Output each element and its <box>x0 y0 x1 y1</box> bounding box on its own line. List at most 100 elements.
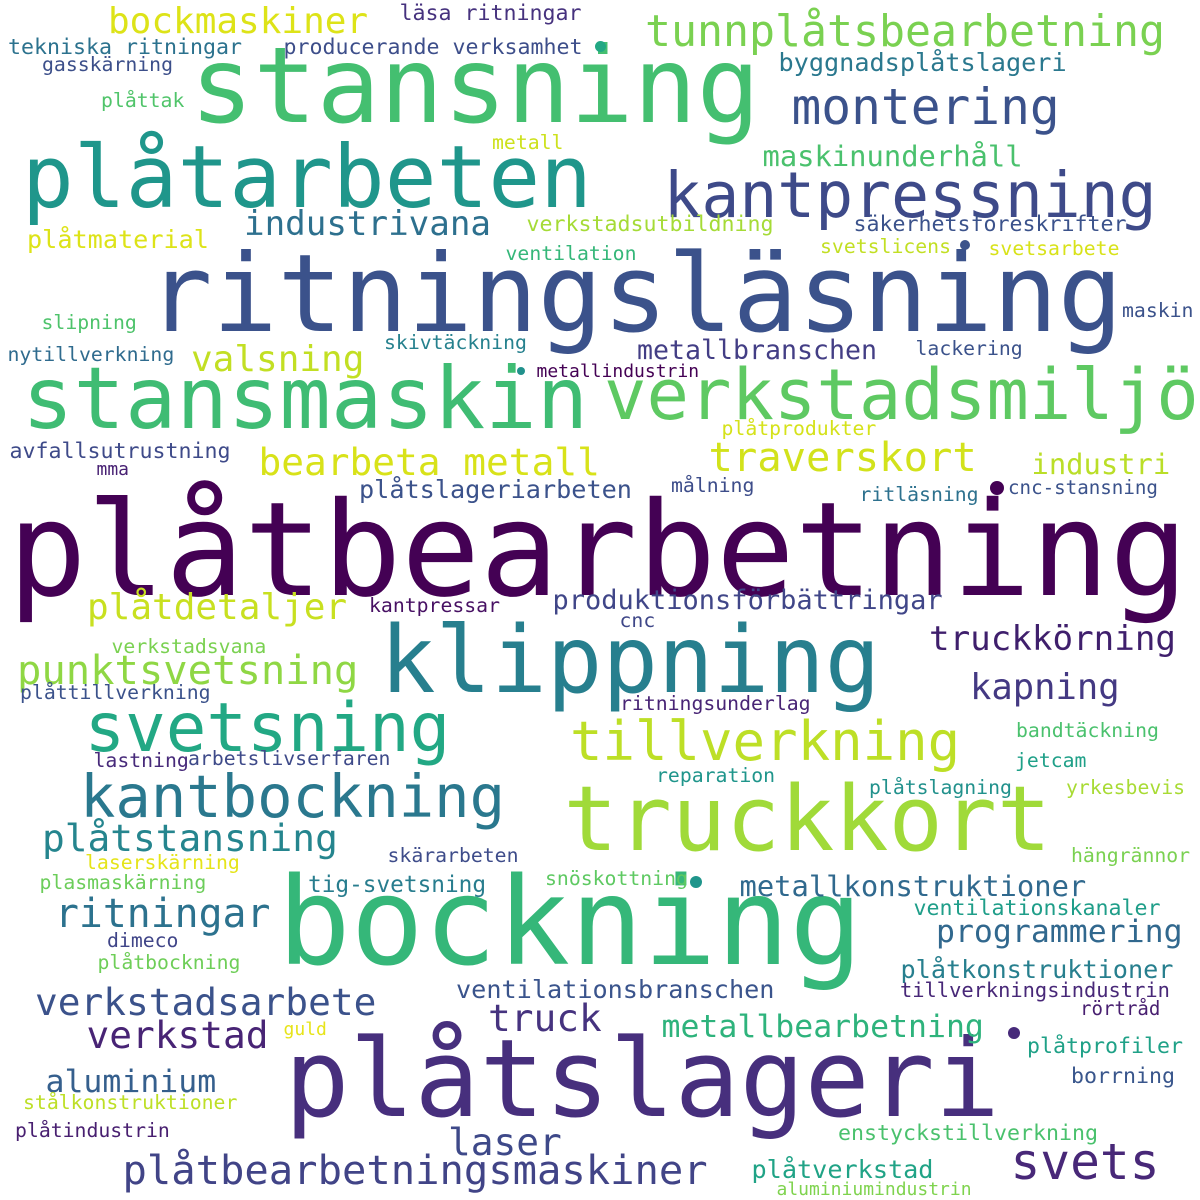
word: byggnadsplåtslageri <box>778 47 1067 77</box>
word: plåtdetaljer <box>87 587 348 628</box>
word: plåtkonstruktioner <box>900 954 1174 984</box>
word: tillverkning <box>570 710 961 773</box>
word: plasmaskärning <box>39 871 207 894</box>
word: plåtmaterial <box>27 224 209 254</box>
word: producerande verksamhet <box>283 35 583 60</box>
word: cnc <box>619 609 656 632</box>
word: verkstadsvana <box>111 635 267 658</box>
word: truck <box>488 996 602 1040</box>
decorative-dot <box>690 876 702 888</box>
word: guld <box>283 1019 327 1040</box>
word: montering <box>791 77 1060 136</box>
word: slipning <box>41 311 137 334</box>
word: stansmaskin <box>22 349 589 449</box>
word: plåtbockning <box>97 951 241 974</box>
word: hängrännor <box>1071 844 1191 867</box>
word: yrkesbevis <box>1066 776 1186 799</box>
word: plåtslagning <box>869 776 1012 799</box>
word: bearbeta metall <box>258 440 600 484</box>
word: industri <box>1031 446 1171 481</box>
word: aluminiumindustrin <box>776 1179 972 1200</box>
word: ritningsläsning <box>147 232 1123 357</box>
word: programmering <box>936 913 1183 950</box>
word: svetslicens <box>820 235 952 258</box>
decorative-dot <box>960 240 970 250</box>
word: kantpressning <box>663 158 1157 232</box>
word: stålkonstruktioner <box>23 1091 238 1114</box>
word: bockmaskiner <box>108 1 369 42</box>
word: punktsvetsning <box>17 646 359 694</box>
word: reparation <box>656 764 776 787</box>
word: dimeco <box>107 929 179 952</box>
word: mma <box>96 459 130 480</box>
word: cnc-stansning <box>1008 475 1158 499</box>
word: valsning <box>191 339 365 380</box>
word: truckkörning <box>929 619 1176 659</box>
word: verkstadsmiljö <box>604 352 1199 436</box>
word: kantbockning <box>80 761 506 831</box>
word: svets <box>1010 1132 1160 1191</box>
decorative-dot <box>517 367 525 375</box>
word: ritningsunderlag <box>620 692 811 715</box>
word: läsa ritningar <box>399 1 582 26</box>
word: säkerhetsföreskrifter <box>853 212 1127 237</box>
word: plåtslageriarbeten <box>359 474 632 504</box>
word: tillverkningsindustrin <box>900 978 1170 1002</box>
word: plåtprofiler <box>1027 1034 1184 1059</box>
word: plåtverkstad <box>751 1154 934 1184</box>
word: laserskärning <box>85 851 240 874</box>
word: kantpressar <box>369 594 501 617</box>
word: traverskort <box>708 433 977 481</box>
word: kapning <box>970 667 1120 708</box>
word: svetsarbete <box>988 237 1120 260</box>
decorative-dot <box>1008 1027 1020 1039</box>
word: tekniska ritningar <box>8 35 243 60</box>
word: plåtindustrin <box>15 1119 170 1142</box>
decorative-dot <box>990 481 1004 495</box>
word: industrivana <box>244 204 491 244</box>
word: plåtbearbetningsmaskiner <box>122 1146 708 1194</box>
word: rörtråd <box>1080 997 1161 1020</box>
word: plåtstansning <box>42 816 338 860</box>
word: skärarbeten <box>387 844 519 867</box>
word: plåtarbeten <box>22 128 592 228</box>
word: lackering <box>915 337 1023 360</box>
decorative-dot <box>595 41 606 52</box>
word: metallkonstruktioner <box>739 868 1087 903</box>
word: plåtslageri <box>284 1017 1000 1142</box>
word: plåttak <box>101 89 185 112</box>
word: verkstadsarbete <box>35 980 377 1024</box>
word: bandtäckning <box>1016 719 1159 742</box>
word: metallbearbetning <box>661 1008 984 1045</box>
word: aluminium <box>45 1063 217 1100</box>
word: borrning <box>1071 1064 1176 1089</box>
word: ritläsning <box>859 483 979 506</box>
word: verkstad <box>86 1013 269 1057</box>
word: tig-svetsning <box>308 871 487 898</box>
word: plåtbearbetning <box>8 473 1189 626</box>
word: skivtäckning <box>384 331 527 354</box>
word: ventilation <box>505 242 637 265</box>
word: produktionsförbättringar <box>552 584 943 616</box>
word: klippning <box>380 606 881 714</box>
word: jetcam <box>1015 749 1087 772</box>
word: bockning <box>277 850 863 993</box>
word: verkstadsutbildning <box>526 212 774 237</box>
word: metall <box>492 131 564 154</box>
word: ritningar <box>55 890 271 937</box>
word: gasskärning <box>42 53 174 76</box>
word: enstyckstillverkning <box>838 1121 1099 1146</box>
word: stansning <box>190 23 761 147</box>
word: truckkort <box>563 767 1052 872</box>
word: plåttillverkning <box>20 681 211 704</box>
word: metallbranschen <box>637 334 878 366</box>
word: avfallsutrustning <box>9 439 231 464</box>
word: nytillverkning <box>7 343 175 366</box>
word: arbetslivserfaren <box>188 747 391 770</box>
word: ventilationskanaler <box>913 896 1161 921</box>
word: snöskottning <box>545 867 688 890</box>
word: lastning <box>93 749 189 772</box>
word: ventilationsbranschen <box>456 974 775 1004</box>
word: metallindustrin <box>536 361 700 382</box>
